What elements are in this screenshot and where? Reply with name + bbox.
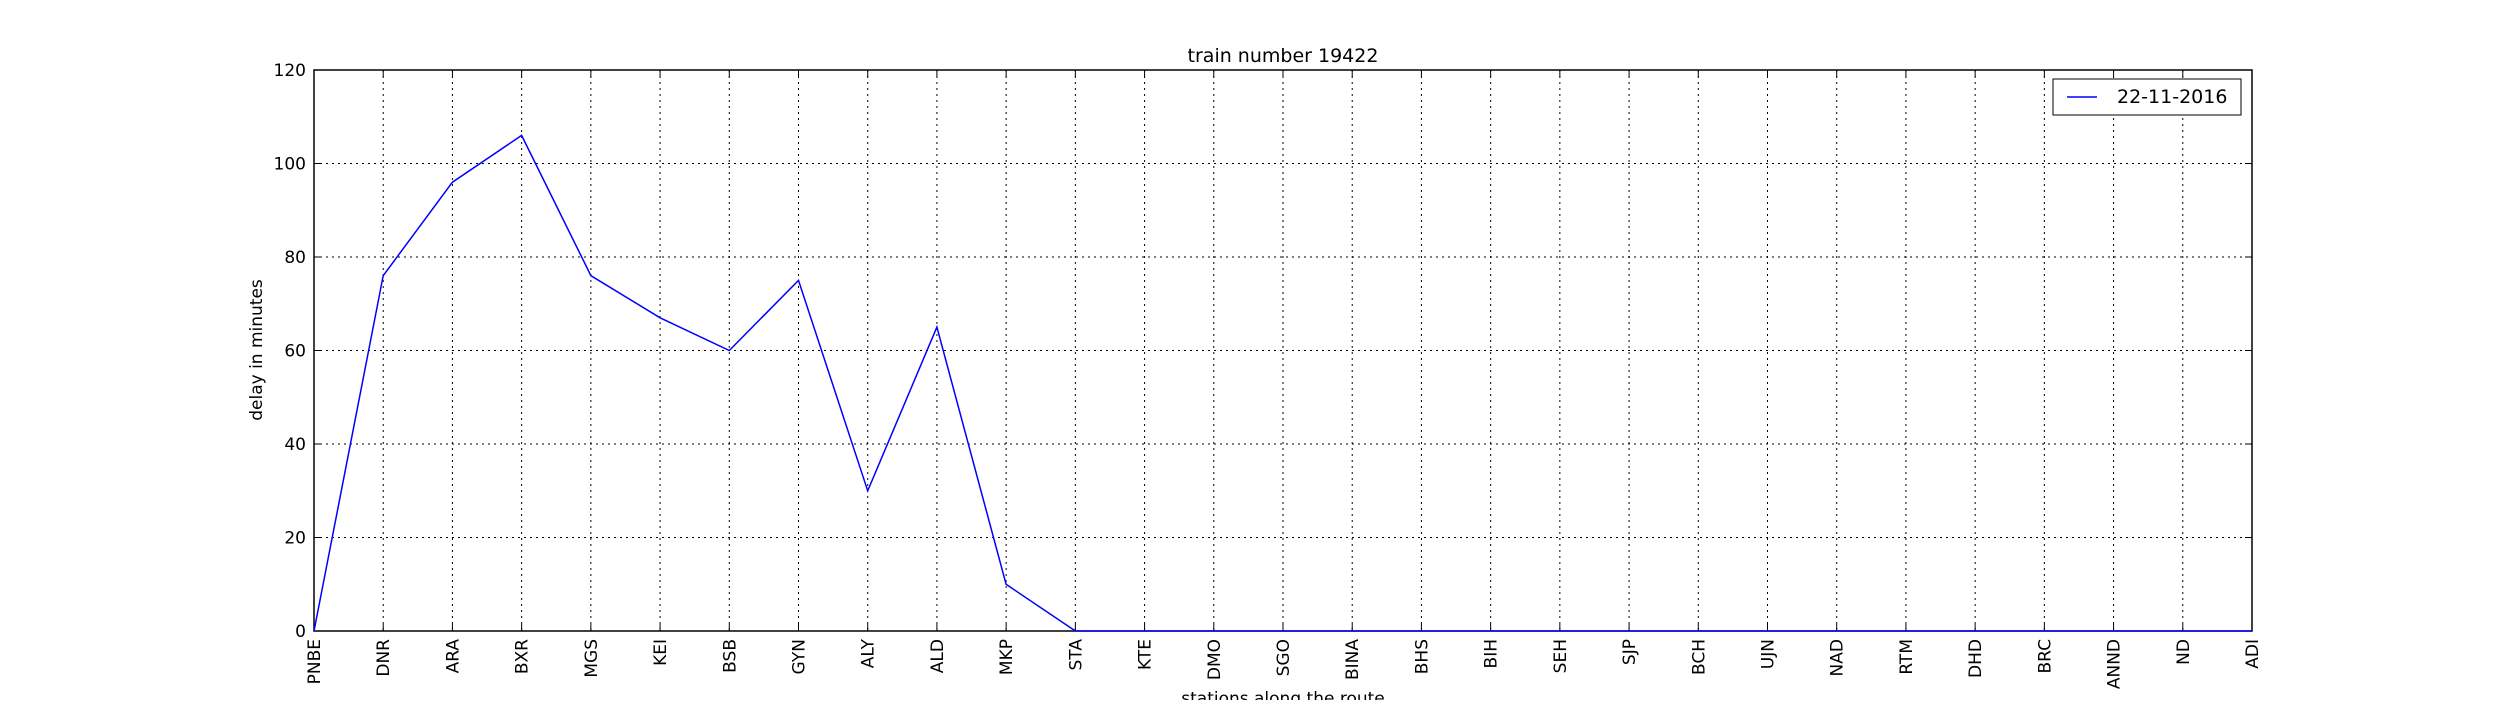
x-tick-label: BSB bbox=[720, 639, 740, 673]
y-tick-label: 80 bbox=[284, 248, 306, 268]
x-tick-label: KEI bbox=[651, 639, 671, 666]
series bbox=[313, 134, 2252, 632]
x-tick-label: ALD bbox=[928, 639, 948, 673]
x-tick-label: UJN bbox=[1759, 639, 1779, 669]
x-tick-label: SJP bbox=[1620, 639, 1640, 665]
x-tick-label: DMO bbox=[1205, 639, 1225, 680]
x-tick-label: BHS bbox=[1412, 639, 1432, 674]
y-tick-label: 40 bbox=[284, 435, 306, 455]
x-tick-label: BIH bbox=[1482, 639, 1502, 668]
grid bbox=[314, 70, 2252, 631]
y-tick-label: 100 bbox=[274, 155, 306, 175]
x-axis: PNBE DNR ARA BXR MGS KEI BSB GYN ALY ALD MKP STA KTE… bbox=[305, 70, 2263, 689]
legend-label: 22-11-2016 bbox=[2117, 86, 2227, 108]
x-tick-label: MGS bbox=[582, 639, 602, 678]
y-tick-label: 60 bbox=[284, 342, 306, 362]
chart-title: train number 19422 bbox=[1188, 45, 1379, 67]
x-tick-label: BCH bbox=[1689, 639, 1709, 675]
y-tick-label: 120 bbox=[274, 61, 306, 81]
legend: 22-11-2016 bbox=[2052, 78, 2242, 116]
x-tick-label: BINA bbox=[1343, 639, 1363, 680]
x-tick-label: SGO bbox=[1274, 639, 1294, 676]
x-tick-label: MKP bbox=[997, 639, 1017, 675]
x-tick-label: SEH bbox=[1551, 639, 1571, 673]
x-tick-label: DNR bbox=[374, 639, 394, 677]
x-tick-label: GYN bbox=[790, 639, 810, 674]
x-tick-label: STA bbox=[1066, 639, 1086, 671]
x-tick-label: PNBE bbox=[305, 639, 325, 684]
x-axis-label: stations along the route bbox=[1181, 689, 1385, 700]
x-tick-label: RTM bbox=[1897, 639, 1917, 675]
x-tick-label: ADI bbox=[2243, 639, 2263, 669]
x-tick-label: ND bbox=[2174, 639, 2194, 665]
x-tick-label: ARA bbox=[443, 639, 463, 674]
x-tick-label: BXR bbox=[513, 639, 533, 674]
x-tick-label: BRC bbox=[2035, 639, 2055, 674]
x-tick-label: KTE bbox=[1136, 639, 1156, 670]
x-tick-label: NAD bbox=[1828, 639, 1848, 676]
series-line bbox=[313, 134, 2252, 632]
x-tick-label: ALY bbox=[859, 638, 879, 668]
y-tick-label: 20 bbox=[284, 529, 306, 549]
y-axis: 0 20 40 60 80 100 120 bbox=[274, 61, 2252, 642]
y-tick-label: 0 bbox=[295, 622, 306, 642]
x-tick-label: ANND bbox=[2105, 639, 2125, 689]
y-axis-label: delay in minutes bbox=[247, 279, 267, 421]
x-tick-label: DHD bbox=[1966, 639, 1986, 678]
